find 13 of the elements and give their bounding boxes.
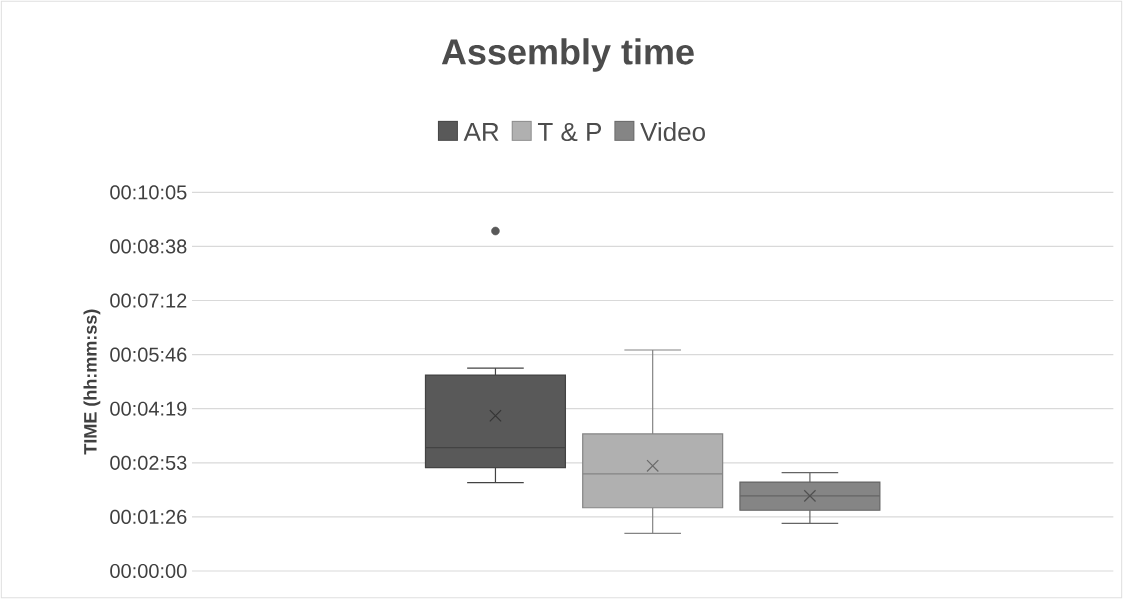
y-tick-label: 00:10:05 xyxy=(110,185,187,200)
y-tick-label: 00:01:26 xyxy=(110,509,187,524)
legend-label: T & P xyxy=(537,122,602,142)
y-tick-label: 00:02:53 xyxy=(110,455,187,470)
y-axis-title: TIME (hh:mm:ss) xyxy=(83,309,101,455)
y-tick-label: 00:00:00 xyxy=(110,563,187,579)
chart-title: Assembly time xyxy=(441,38,694,72)
y-tick-label: 00:05:46 xyxy=(110,347,187,362)
y-tick-label: 00:04:19 xyxy=(110,401,187,416)
y-tick-label: 00:07:12 xyxy=(110,293,187,308)
legend-label: Video xyxy=(640,122,705,142)
y-tick-label: 00:08:38 xyxy=(110,239,187,254)
legend-label: AR xyxy=(463,122,499,141)
